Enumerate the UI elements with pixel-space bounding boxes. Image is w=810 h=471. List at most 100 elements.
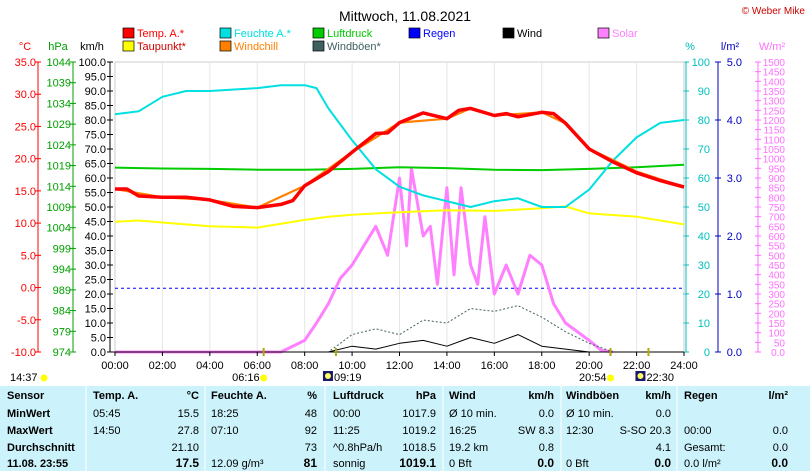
legend-item-label: Windböen* — [327, 41, 382, 53]
stats-header-cell: Temp. A. — [93, 390, 138, 402]
x-tick-label: 18:00 — [528, 360, 556, 372]
axis-unit-humidity: % — [685, 41, 695, 53]
x-axis: 00:00 02:00 04:00 06:00 08:00 10:00 12:00 14:00… — [101, 351, 698, 372]
axis-tick-label-wind: 75.0 — [85, 130, 106, 142]
event-label: 09:19 — [334, 372, 362, 384]
axis-tick-label-wind: 15.0 — [85, 304, 106, 316]
axis-tick-label-solar: 500 — [768, 251, 785, 262]
x-tick-label: 16:00 — [481, 360, 509, 372]
axis-tick-label-wind: 70.0 — [85, 144, 106, 156]
event-label: 22:30 — [646, 372, 674, 384]
axis-unit-rain: l/m² — [721, 41, 740, 53]
axis-tick-label-temp: -10.0 — [11, 347, 36, 359]
stats-cell: 27.8 — [178, 425, 199, 437]
stats-cell: 0.0 — [773, 442, 788, 454]
stats-cell: Durchschnitt — [7, 442, 75, 454]
axis-tick-label-wind: 10.0 — [85, 318, 106, 330]
legend-swatch — [122, 27, 135, 39]
stats-cell: 00:00 — [333, 408, 361, 420]
series-line-luftdruck — [114, 163, 685, 172]
axis-tick-label-solar: 1500 — [763, 58, 786, 69]
x-tick-label: 14:00 — [433, 360, 461, 372]
stats-header-cell: Feuchte A. — [211, 390, 267, 402]
axes: °C 35.0 30.0 25.0 20.0 15.0 10.0 5.0 0.0 -5.0 -10.… — [11, 41, 786, 359]
stats-cell: 1018.5 — [402, 442, 436, 454]
stats-cell: 0.0 — [656, 408, 671, 420]
axis-tick-label-rain: 1.0 — [727, 289, 742, 301]
stats-header-cell: Regen — [684, 390, 718, 402]
x-tick-label: 20:00 — [575, 360, 603, 372]
axis-tick-label-solar: 600 — [768, 232, 785, 243]
axis-tick-label-temp: 5.0 — [21, 250, 36, 262]
stats-header-cell: hPa — [416, 390, 437, 402]
axis-tick-label-solar: 800 — [768, 193, 785, 204]
axis-tick-label-solar: 1100 — [763, 135, 785, 146]
axis-tick-label-wind: 35.0 — [85, 246, 106, 258]
axis-tick-label-solar: 700 — [768, 213, 785, 224]
stats-cell: 19.2 km — [449, 442, 488, 454]
sunrise-icon — [260, 374, 268, 382]
stats-header-cell: km/h — [645, 390, 671, 402]
axis-tick-label-temp: 0.0 — [21, 283, 36, 295]
stats-header-cell: km/h — [528, 390, 554, 402]
axis-tick-label-pressure: 1039 — [47, 78, 71, 90]
axis-tick-label-wind: 50.0 — [85, 202, 106, 214]
axis-tick-label-pressure: 1024 — [47, 140, 71, 152]
axis-unit-pressure: hPa — [48, 41, 68, 53]
axis-tick-label-solar: 1450 — [763, 68, 786, 79]
axis-tick-label-temp: 15.0 — [15, 186, 36, 198]
axis-tick-label-wind: 55.0 — [85, 188, 106, 200]
stats-header-cell: % — [307, 390, 317, 402]
axis-tick-label-solar: 650 — [768, 222, 785, 233]
legend-item-label: Windchill — [234, 41, 278, 53]
axis-tick-label-temp: 10.0 — [15, 218, 36, 230]
event-label: 06:16 — [232, 372, 260, 384]
stats-cell: 0.0 l/m² — [684, 458, 721, 470]
axis-tick-label-wind: 25.0 — [85, 275, 106, 287]
axis-tick-label-pressure: 974 — [53, 347, 71, 359]
stats-cell: 1019.1 — [399, 456, 436, 470]
axis-tick-label-wind: 95.0 — [85, 72, 106, 84]
axis-tick-label-temp: 35.0 — [15, 57, 36, 69]
x-tick-label: 02:00 — [149, 360, 177, 372]
axis-tick-label-pressure: 989 — [53, 285, 71, 297]
axis-tick-label-pressure: 1004 — [47, 223, 71, 235]
stats-cell: 0.0 — [654, 456, 671, 470]
stats-cell: 00:00 — [684, 425, 712, 437]
copyright-label: © Weber Mike — [742, 6, 806, 17]
event-markers: 14:37 06:16 09:19 20:54 22:30 — [10, 348, 674, 384]
stats-cell: 0 Bft — [449, 458, 472, 470]
stats-cell: 11.08. 23:55 — [7, 458, 68, 470]
axis-tick-label-humidity: 40 — [698, 231, 710, 243]
legend-swatch — [219, 27, 232, 39]
stats-cell: MinWert — [7, 408, 51, 420]
stats-cell: 48 — [305, 408, 317, 420]
stats-cell: 11:25 — [333, 425, 360, 437]
x-tick-label: 04:00 — [196, 360, 224, 372]
stats-cell: Ø 10 min. — [449, 408, 497, 420]
axis-tick-label-humidity: 20 — [698, 289, 710, 301]
axis-tick-label-solar: 350 — [768, 280, 785, 291]
stats-header-cell: Wind — [449, 390, 476, 402]
stats-header-cell: Luftdruck — [333, 390, 385, 402]
stats-cell: 0 Bft — [566, 458, 589, 470]
stats-cell: 12.09 g/m³ — [211, 458, 264, 470]
axis-tick-label-pressure: 979 — [53, 326, 71, 338]
series-line-wind — [115, 334, 684, 353]
axis-tick-label-wind: 45.0 — [85, 217, 106, 229]
legend-item-label: Feuchte A.* — [234, 28, 292, 40]
axis-tick-label-temp: -5.0 — [17, 315, 36, 327]
stats-cell: 0.0 — [771, 456, 788, 470]
x-tick-label: 12:00 — [386, 360, 414, 372]
legend-swatch — [122, 40, 135, 52]
legend-swatch — [312, 40, 325, 52]
stats-table: Sensor Temp. A. °C Feuchte A.% Luftdruck hPa W… — [0, 386, 810, 471]
axis-tick-label-humidity: 100 — [692, 57, 710, 69]
axis-tick-label-solar: 1300 — [763, 97, 786, 108]
stats-header-cell: l/m² — [768, 390, 788, 402]
axis-tick-label-pressure: 999 — [53, 243, 71, 255]
series-line-solar — [115, 166, 614, 354]
stats-header-cell: Sensor — [7, 390, 45, 402]
axis-tick-label-solar: 150 — [768, 319, 785, 330]
axis-tick-label-solar: 300 — [768, 290, 785, 301]
